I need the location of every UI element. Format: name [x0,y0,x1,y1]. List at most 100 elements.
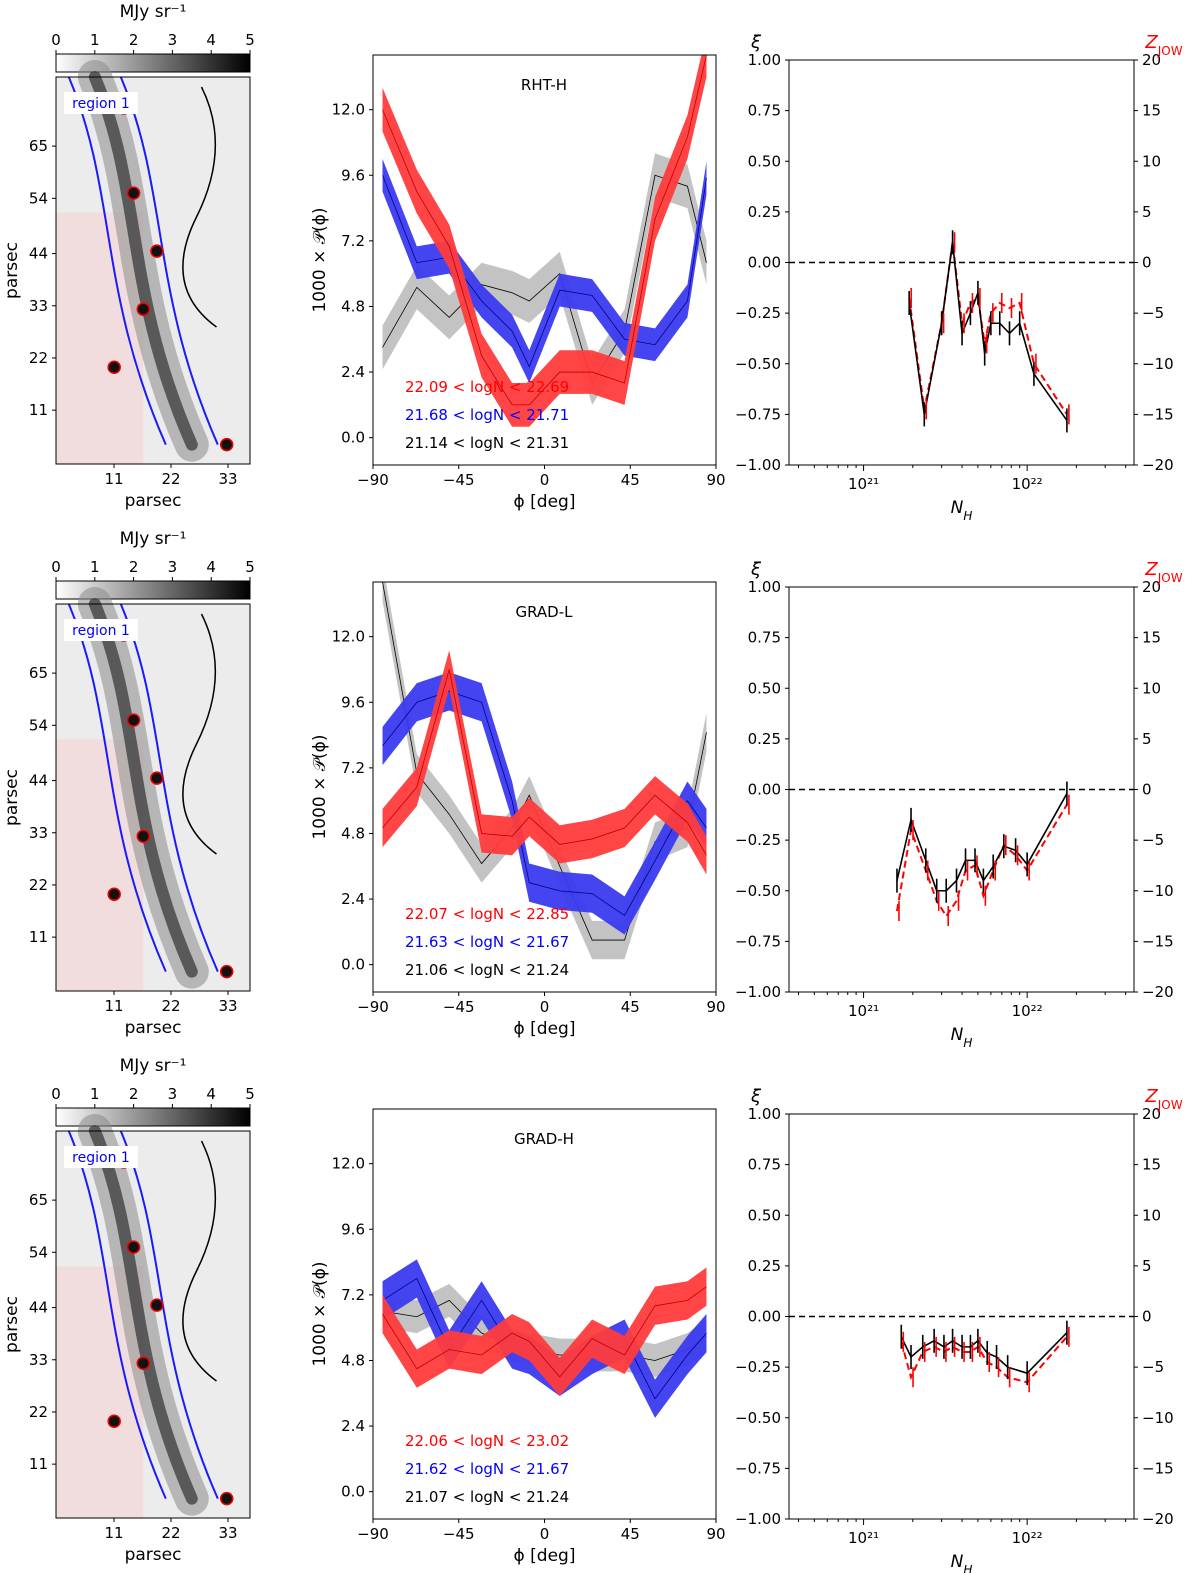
xtick-label: −90 [357,471,389,489]
xtick-label: −45 [443,471,475,489]
colorbar: MJy sr⁻¹ 0 1 2 3 4 5 [51,1056,255,1127]
blue-contour [67,603,167,973]
colorbar-tick-label: 5 [245,558,255,576]
red-contour-clump [136,829,151,843]
ytick-label: 12.0 [332,1155,365,1173]
series-line-0 [382,669,707,856]
map-ytick-label: 22 [29,876,48,894]
ytick-label: 0.0 [341,1483,365,1501]
y2tick-label: 5 [1142,203,1152,221]
ytick-label: 0.00 [748,781,781,799]
xi-panel: 1.00 0.75 0.50 0.25 0.00 −0.25 −0.50 −0.75 −1.00… [735,1086,1183,1573]
series-line-0 [382,55,707,406]
angle-panel: 0.0 2.4 4.8 7.2 9.6 12.0 −90 −45 0 45 90 ϕ [deg] 100… [310,1108,726,1566]
map-xlabel: parsec [125,491,182,511]
map-ytick-label: 65 [29,137,48,155]
ytick-label: 0.0 [341,429,365,447]
band-1 [382,158,707,383]
xtick-label: 45 [621,1525,640,1543]
map-xlabel: parsec [125,1545,182,1565]
blue-contour [119,603,219,973]
ytick-label: 0.75 [748,1156,781,1174]
panel-title: RHT-H [521,76,567,94]
colorbar-tick-label: 4 [206,1085,216,1103]
xlabel: ϕ [deg] [514,1546,576,1566]
region-label-box [64,92,138,114]
colorbar-tick-label: 5 [245,31,255,49]
xtick-label: 45 [621,998,640,1016]
blue-contour [119,1130,219,1500]
colorbar-tick-label: 1 [90,31,100,49]
filament-core [88,71,198,451]
map-xtick-label: 11 [104,997,123,1015]
blue-contour [119,76,219,446]
red-contour-clump [107,887,121,901]
xtick-label: 90 [706,471,725,489]
xtick-label: 10²² [1012,475,1043,493]
y2tick-label: 15 [1142,1156,1161,1174]
ytick-label: 4.8 [341,297,365,315]
ylabel: ξ [750,559,762,580]
red-contour-clump [150,244,164,258]
map-ytick-label: 33 [29,297,48,315]
y2tick-label: −15 [1142,932,1174,950]
colorbar: MJy sr⁻¹ 0 1 2 3 4 5 [51,2,255,73]
colorbar-tick-label: 0 [51,1085,61,1103]
region-label: region 1 [72,623,130,639]
ytick-label: −1.00 [735,983,781,1001]
angle-panel: 0.0 2.4 4.8 7.2 9.6 12.0 −90 −45 0 45 90 ϕ [deg] 100… [310,54,726,512]
red-contour-clump [150,771,164,785]
xlabel: ϕ [deg] [514,492,576,512]
ylabel: ξ [750,32,762,53]
map-xtick-label: 22 [161,470,180,488]
ytick-label: −0.25 [735,304,781,322]
ytick-label: 0.0 [341,956,365,974]
xtick-label: 10²¹ [848,1529,879,1547]
ytick-label: 1.00 [748,578,781,596]
y2tick-label: 10 [1142,1206,1161,1224]
xi-panel: 1.00 0.75 0.50 0.25 0.00 −0.25 −0.50 −0.75 −1.00… [735,559,1183,1050]
xtick-label: 10²¹ [848,1002,879,1020]
xtick-label: 0 [540,471,550,489]
map-xtick-label: 33 [218,997,237,1015]
y2tick-label: −5 [1142,304,1164,322]
ytick-label: 0.00 [748,1308,781,1326]
map-ytick-label: 33 [29,1351,48,1369]
map-ylabel: parsec [2,242,22,299]
map-ytick-label: 33 [29,824,48,842]
ylabel: ξ [750,1086,762,1107]
legend-entry-0: 22.06 < logN < 23.02 [405,1432,569,1450]
band-1 [382,672,707,935]
region-label-box [64,1146,138,1168]
colorbar-label: MJy sr⁻¹ [120,2,187,22]
ytick-label: −0.25 [735,1358,781,1376]
legend-entry-2: 21.06 < logN < 21.24 [405,961,569,979]
ytick-label: 2.4 [341,363,365,381]
colorbar-label: MJy sr⁻¹ [120,529,187,549]
ylabel: 1000 × 𝒫(ϕ) [310,1261,330,1366]
bands [382,582,707,960]
ytick-label: 9.6 [341,693,365,711]
y2tick-label: −10 [1142,1409,1174,1427]
region-label-box [64,619,138,641]
map-ytick-label: 54 [29,1243,48,1261]
xtick-label: 45 [621,471,640,489]
y2tick-label: −5 [1142,831,1164,849]
ytick-label: 4.8 [341,1351,365,1369]
angle-panel: 0.0 2.4 4.8 7.2 9.6 12.0 −90 −45 0 45 90 ϕ [deg] 100… [310,581,726,1039]
ytick-label: −0.75 [735,1459,781,1477]
ytick-label: 12.0 [332,628,365,646]
y2tick-label: −20 [1142,1510,1174,1528]
colorbar-tick-label: 3 [168,31,178,49]
red-contour-clump [219,437,234,452]
ytick-label: 2.4 [341,890,365,908]
y2tick-label: 5 [1142,1257,1152,1275]
legend-entry-2: 21.07 < logN < 21.24 [405,1488,569,1506]
ytick-label: −0.50 [735,1409,781,1427]
colorbar-tick-label: 4 [206,558,216,576]
